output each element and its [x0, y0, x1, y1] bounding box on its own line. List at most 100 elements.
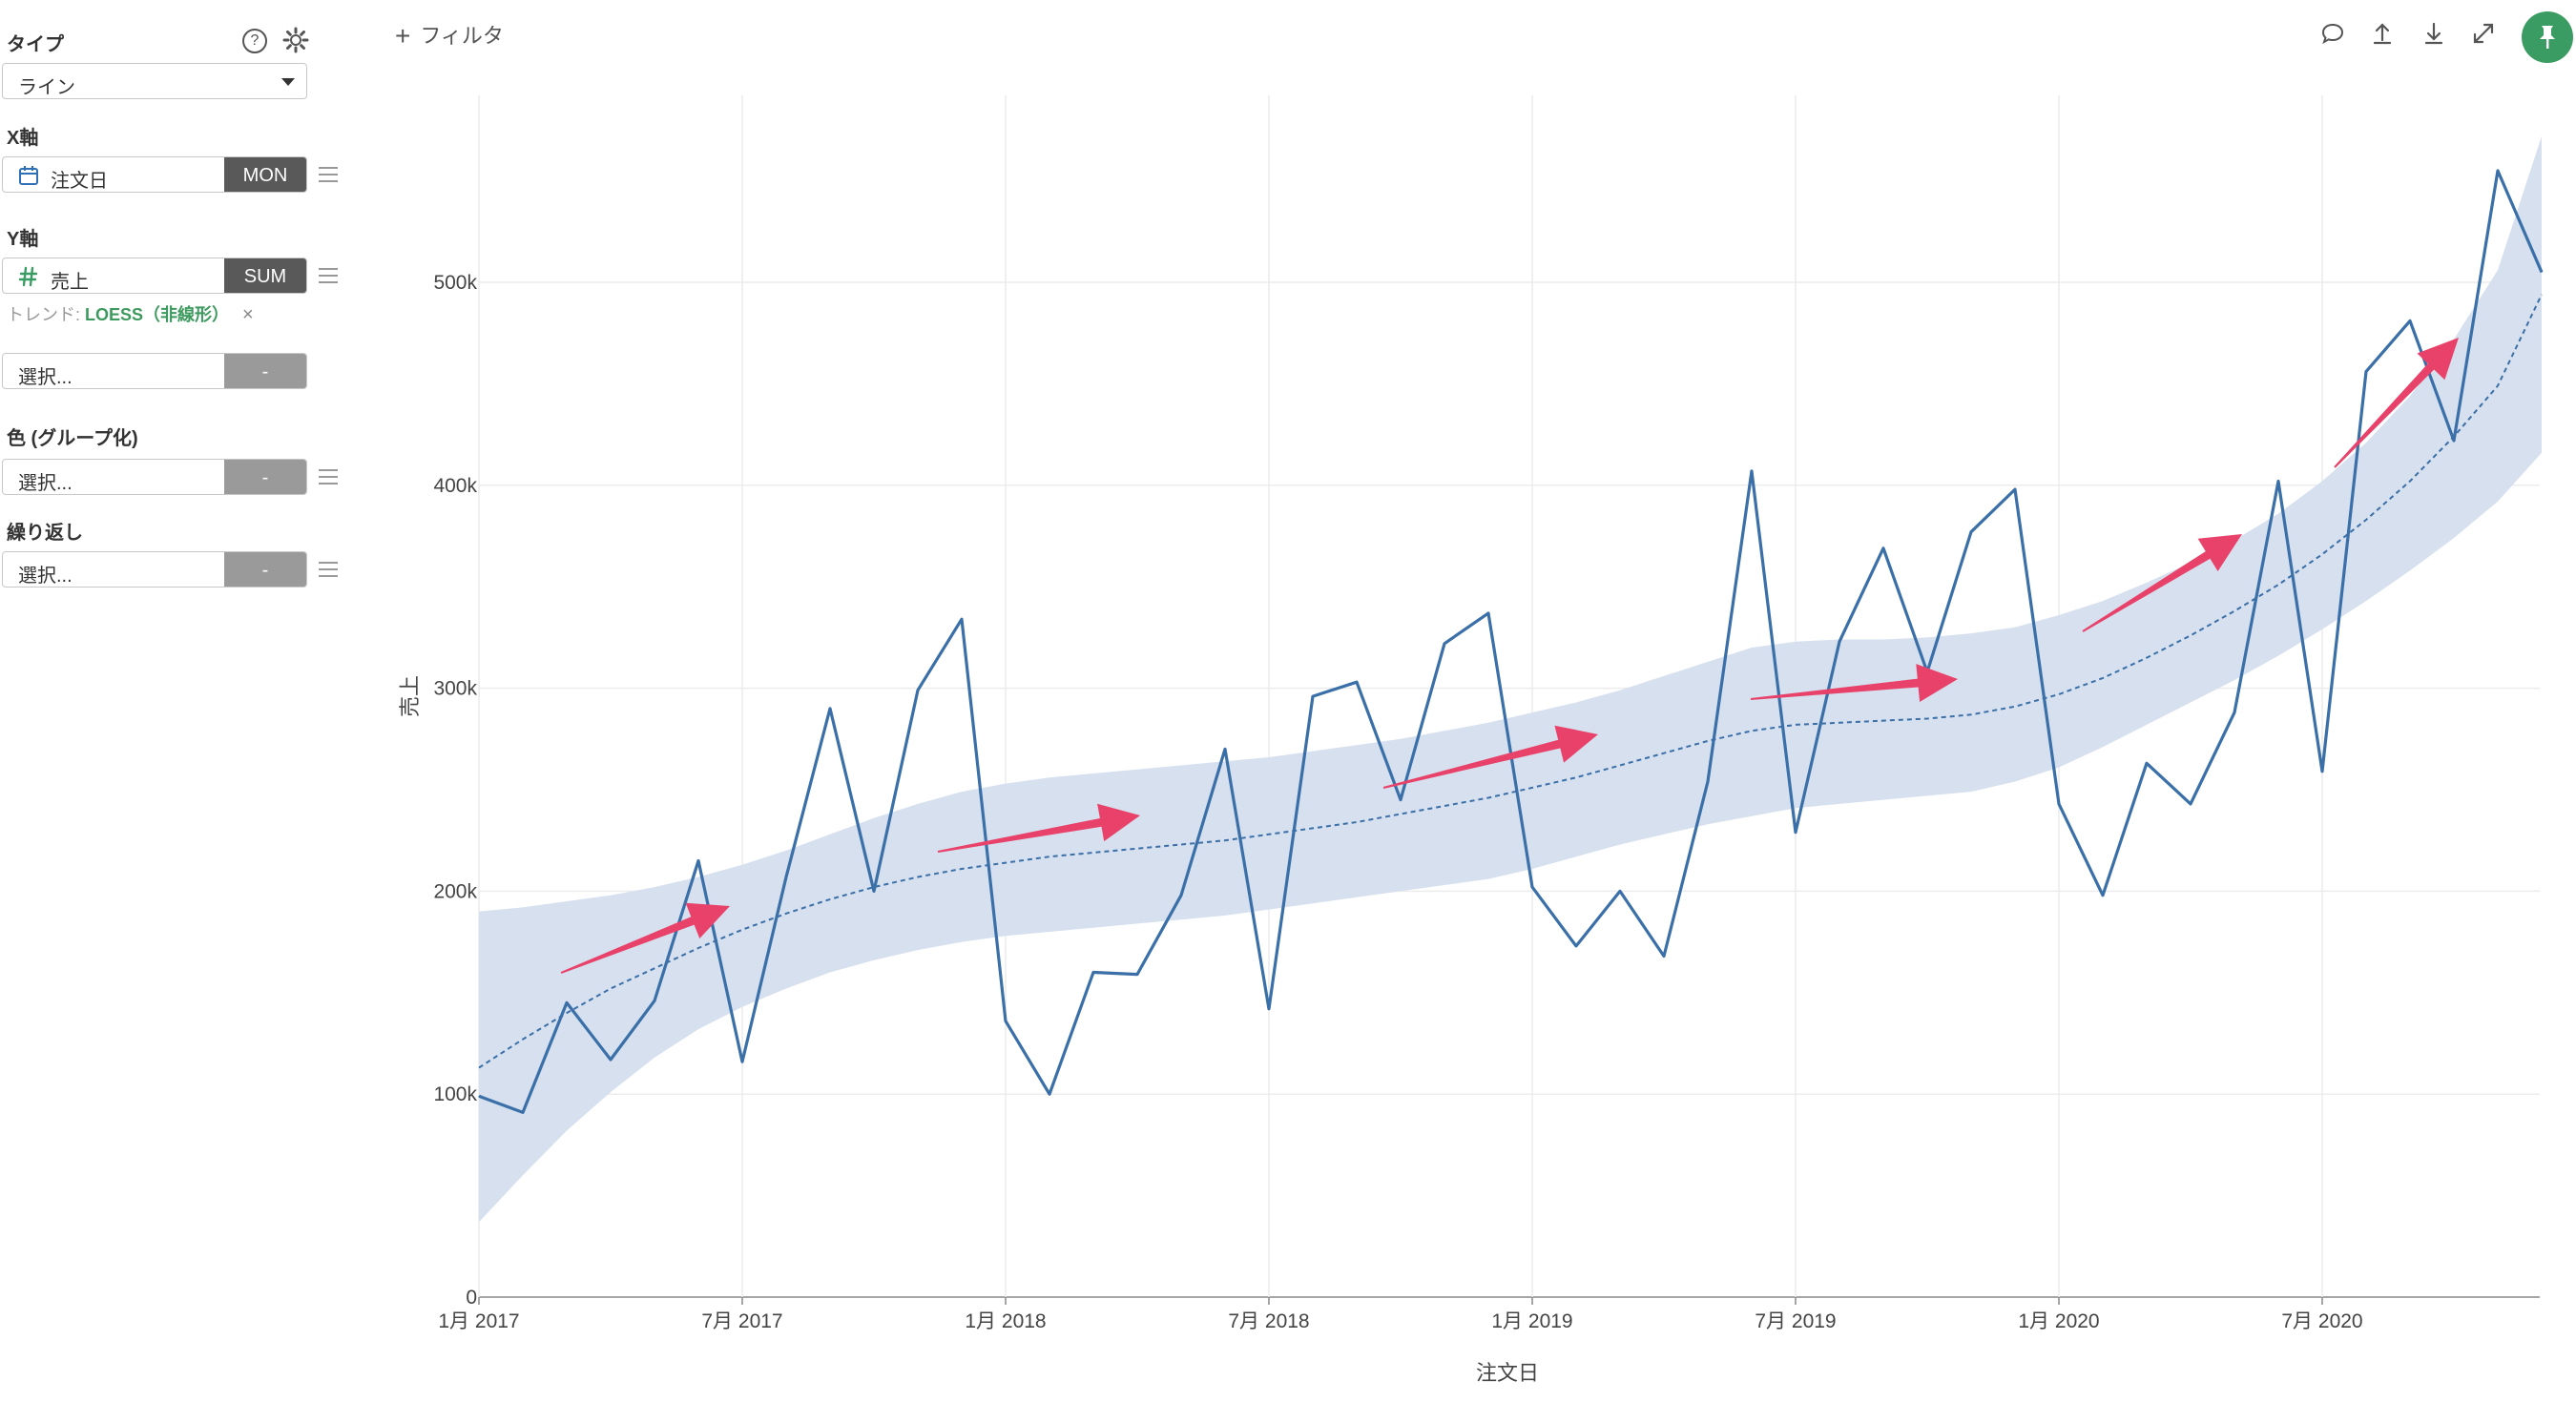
data-point — [2102, 895, 2104, 897]
add-filter-button[interactable]: + フィルタ — [395, 19, 504, 52]
data-point — [566, 1001, 568, 1003]
x-tick-label: 1月 2018 — [965, 1310, 1046, 1332]
trend-confidence-band — [479, 135, 2542, 1223]
annotation-arrow — [560, 902, 730, 974]
data-point — [917, 690, 919, 691]
data-point — [1619, 890, 1621, 892]
x-axis-field-name: 注文日 — [51, 171, 108, 192]
data-point — [654, 1000, 655, 1001]
chevron-down-icon — [281, 78, 295, 86]
expand-icon[interactable] — [2471, 21, 2496, 46]
pin-icon — [2540, 26, 2555, 49]
data-point — [1487, 612, 1489, 614]
data-point — [785, 876, 787, 878]
data-point — [2233, 711, 2235, 713]
color-aggregation-button[interactable]: - — [224, 460, 306, 494]
annotation-arrow — [2082, 534, 2242, 632]
repeat-field-select[interactable]: 選択... - — [2, 551, 307, 588]
help-icon[interactable]: ? — [242, 29, 267, 53]
extra-field-select[interactable]: 選択... - — [2, 353, 307, 389]
y-axis-ticks: 0 100k 200k 300k 400k 500k — [433, 272, 477, 1309]
y-axis-menu-icon[interactable] — [319, 268, 338, 283]
trend-prefix: トレンド: — [7, 305, 86, 324]
upload-icon[interactable] — [2370, 21, 2395, 46]
data-point — [1882, 547, 1884, 549]
x-axis-title: 注文日 — [1476, 1361, 1539, 1385]
color-field-placeholder: 選択... — [18, 473, 73, 494]
filter-label: フィルタ — [420, 24, 504, 48]
x-tick-label: 7月 2018 — [1228, 1310, 1309, 1332]
y-tick-label: 300k — [433, 678, 477, 700]
annotation-arrow — [2334, 338, 2459, 468]
data-point — [1092, 972, 1094, 974]
data-point — [2409, 320, 2411, 321]
x-tick-label: 1月 2019 — [1491, 1310, 1572, 1332]
x-axis-field[interactable]: 注文日 MON — [2, 156, 307, 193]
data-point — [1049, 1093, 1050, 1095]
data-point — [1751, 470, 1753, 472]
pin-button[interactable] — [2522, 11, 2573, 63]
data-point — [1839, 641, 1840, 643]
y-tick-label: 200k — [433, 880, 477, 902]
data-point — [2014, 488, 2016, 490]
data-point — [1224, 748, 1226, 750]
plus-icon: + — [395, 21, 411, 51]
annotation-arrow — [937, 803, 1140, 853]
confidence-band-area — [479, 135, 2542, 1223]
data-point — [1795, 832, 1797, 834]
x-tick-label: 1月 2017 — [438, 1310, 519, 1332]
data-point — [829, 708, 831, 710]
y-tick-label: 500k — [433, 272, 477, 294]
chart-type-select[interactable]: ライン — [2, 63, 307, 99]
gear-icon[interactable] — [282, 27, 309, 53]
chart-grid — [478, 95, 2540, 1305]
data-point — [1312, 695, 1314, 697]
trend-setting[interactable]: トレンド: LOESS（非線形） × — [7, 301, 254, 326]
repeat-aggregation-button[interactable]: - — [224, 552, 306, 587]
trend-value[interactable]: LOESS（非線形） — [85, 305, 230, 324]
download-icon[interactable] — [2421, 21, 2446, 46]
comment-icon[interactable] — [2320, 21, 2345, 46]
data-point — [2453, 440, 2455, 442]
color-menu-icon[interactable] — [319, 469, 338, 485]
x-tick-label: 1月 2020 — [2018, 1310, 2099, 1332]
y-axis-aggregation-button[interactable]: SUM — [224, 258, 306, 293]
x-tick-label: 7月 2020 — [2281, 1310, 2362, 1332]
y-tick-label: 400k — [433, 475, 477, 497]
data-point — [961, 618, 963, 620]
data-point — [1136, 974, 1138, 976]
data-point — [873, 890, 875, 892]
color-field-select[interactable]: 選択... - — [2, 459, 307, 495]
data-point — [1531, 886, 1533, 888]
extra-aggregation-button[interactable]: - — [224, 354, 306, 388]
data-point — [1663, 955, 1665, 957]
data-point — [610, 1059, 612, 1061]
x-axis-ticks: 1月 2017 7月 2017 1月 2018 7月 2018 1月 2019 7月 20… — [438, 1310, 2362, 1332]
y-axis-field-name: 売上 — [51, 272, 89, 293]
data-point — [478, 1095, 480, 1097]
repeat-menu-icon[interactable] — [319, 562, 338, 577]
repeat-field-placeholder: 選択... — [18, 566, 73, 587]
data-point — [1356, 681, 1358, 683]
x-axis-aggregation-button[interactable]: MON — [224, 157, 306, 192]
data-point — [522, 1111, 524, 1113]
data-point — [2277, 481, 2279, 483]
data-point — [2365, 371, 2367, 373]
x-axis-menu-icon[interactable] — [319, 167, 338, 182]
data-point — [1268, 1008, 1270, 1010]
annotation-arrow — [1382, 725, 1598, 789]
y-axis-label: Y軸 — [7, 229, 39, 250]
y-axis-field[interactable]: 売上 SUM — [2, 258, 307, 294]
data-point — [697, 859, 699, 861]
extra-field-placeholder: 選択... — [18, 367, 73, 388]
trend-remove-icon[interactable]: × — [242, 304, 254, 325]
data-point — [2321, 771, 2323, 773]
chart-settings-panel: タイプ ? ライン X軸 注文日 MON Y軸 売上 SUM トレンド: LOE… — [0, 0, 338, 1402]
data-point — [1180, 895, 1182, 897]
repeat-label: 繰り返し — [7, 523, 83, 544]
data-point — [1575, 945, 1577, 947]
calendar-icon — [19, 166, 38, 185]
data-point — [1444, 643, 1445, 645]
annotation-arrow — [1750, 664, 1958, 702]
x-tick-label: 7月 2019 — [1755, 1310, 1836, 1332]
